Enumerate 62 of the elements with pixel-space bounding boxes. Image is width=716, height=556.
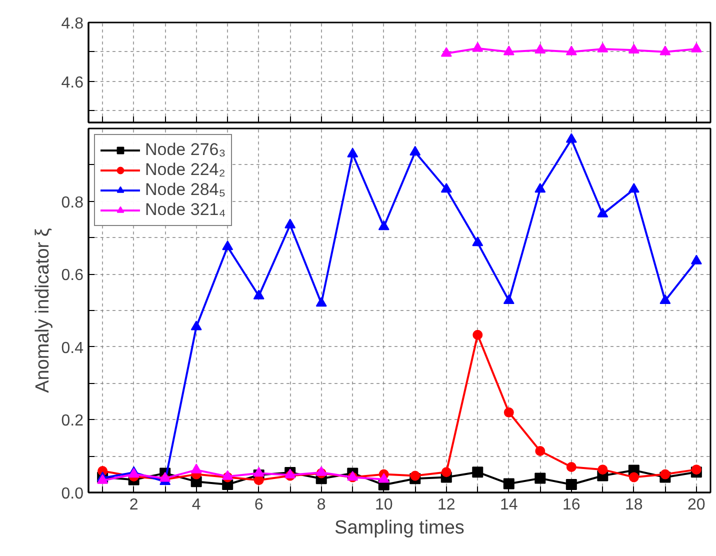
- point: [347, 148, 358, 158]
- point: [598, 464, 608, 475]
- x-tick-label: 14: [500, 496, 518, 514]
- x-tick-label: 2: [129, 496, 138, 514]
- point: [378, 220, 390, 230]
- point: [316, 466, 327, 476]
- x-tick-label: 4: [192, 496, 201, 514]
- point: [503, 294, 514, 304]
- point: [410, 470, 420, 481]
- point: [628, 183, 640, 193]
- y-tick-label: 4.6: [61, 74, 84, 92]
- x-tick-label: 10: [374, 496, 393, 514]
- point: [566, 478, 577, 490]
- point: [97, 474, 108, 484]
- point: [691, 464, 702, 475]
- point: [628, 472, 639, 482]
- point: [660, 469, 670, 480]
- text: 0.0: [61, 486, 84, 502]
- point: [535, 446, 546, 456]
- point: [504, 407, 514, 418]
- y-tick-label: 0.8: [61, 194, 84, 212]
- x-tick-label: 12: [437, 496, 456, 514]
- y-tick-label: 0.4: [61, 340, 84, 357]
- point: [566, 133, 577, 143]
- y-tick-label: 0.6: [61, 267, 84, 284]
- point: [160, 472, 171, 482]
- y-tick-label: 4.8: [61, 16, 84, 32]
- y-tick-label: 0.2: [61, 412, 84, 430]
- point: [254, 475, 264, 486]
- legend-label: Node 284₅: [145, 180, 226, 200]
- point: [472, 466, 484, 478]
- x-tick-label: 20: [688, 496, 706, 514]
- point: [660, 294, 671, 304]
- x-tick-label: 16: [562, 496, 580, 514]
- point: [441, 467, 452, 478]
- point: [316, 296, 327, 307]
- point: [284, 218, 296, 228]
- point: [690, 254, 702, 264]
- point: [253, 466, 264, 477]
- x-axis-title: Sampling times: [334, 518, 464, 538]
- point: [597, 208, 608, 218]
- point: [503, 478, 514, 490]
- point: [440, 183, 452, 193]
- point: [378, 473, 390, 483]
- point: [410, 146, 421, 156]
- point: [253, 290, 264, 300]
- point: [222, 470, 234, 480]
- legend-label: Node 276₃: [145, 140, 226, 160]
- legend-label: Node 321₄: [145, 200, 226, 220]
- x-tick-label: 8: [316, 496, 326, 514]
- point: [566, 462, 576, 472]
- point: [534, 472, 546, 484]
- point: [472, 330, 483, 340]
- point: [222, 240, 234, 250]
- point: [190, 320, 202, 330]
- legend-label: Node 224₂: [145, 160, 226, 180]
- x-tick-label: 6: [254, 496, 264, 514]
- x-tick-label: 18: [625, 496, 643, 514]
- point: [534, 183, 546, 193]
- point: [190, 464, 202, 474]
- y-axis-title: Anomaly indicator ξ: [32, 228, 54, 393]
- point: [472, 236, 484, 246]
